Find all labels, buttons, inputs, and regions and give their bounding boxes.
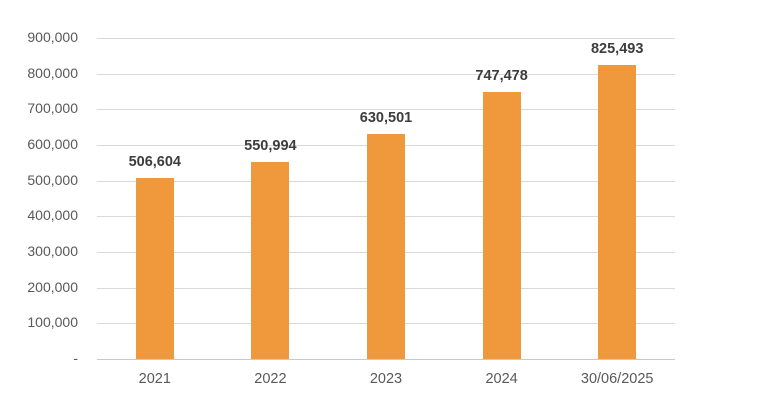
x-axis-tick-label: 2023 xyxy=(369,371,403,387)
y-axis-tick-label: 800,000 xyxy=(27,64,78,81)
y-axis-tick-label: 600,000 xyxy=(27,136,78,152)
x-axis-tick-label: 2024 xyxy=(485,371,518,387)
bar-value-label: 506,604 xyxy=(128,154,181,171)
bar-value-label: 747,478 xyxy=(475,68,528,85)
bar-value-label: 550,994 xyxy=(244,138,297,155)
x-axis-tick-label: 2021 xyxy=(138,371,171,387)
x-axis-tick-label: 2022 xyxy=(254,371,287,387)
data-bar xyxy=(482,92,521,359)
y-gridline xyxy=(97,38,675,39)
y-axis-tick-label: 400,000 xyxy=(27,207,78,224)
y-axis-tick-label: - xyxy=(73,350,78,366)
bar-value-label: 630,501 xyxy=(359,110,413,127)
bar-value-label: 825,493 xyxy=(590,40,644,57)
y-axis-tick-label: 200,000 xyxy=(27,278,78,295)
y-axis-tick-label: 900,000 xyxy=(27,29,78,45)
data-bar xyxy=(251,162,290,359)
y-gridline xyxy=(97,73,675,75)
y-axis-tick-label: 500,000 xyxy=(27,171,78,188)
y-gridline xyxy=(97,109,675,111)
x-axis-line xyxy=(97,359,675,360)
y-axis-tick-label: 300,000 xyxy=(27,243,78,259)
data-bar xyxy=(135,178,174,359)
x-axis-tick-label: 30/06/2025 xyxy=(580,371,654,387)
data-bar xyxy=(598,64,637,359)
y-axis-tick-label: 700,000 xyxy=(27,100,78,117)
y-axis-tick-label: 100,000 xyxy=(27,314,78,331)
data-bar xyxy=(367,134,405,359)
